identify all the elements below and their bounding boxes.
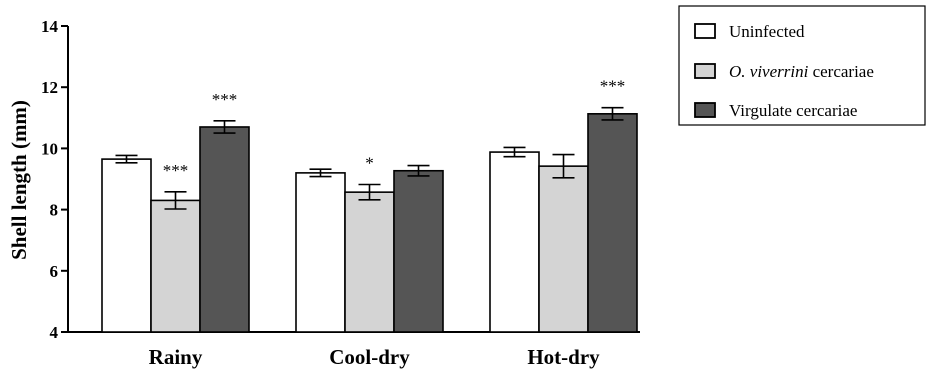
legend-label: Virgulate cercariae [729,101,857,120]
y-tick-label: 14 [41,17,59,36]
legend-label-text: cercariae [808,62,874,81]
bar [295,172,346,333]
legend-box [678,5,926,126]
significance-label: *** [163,161,189,180]
bar [344,191,395,333]
y-tick-label: 10 [41,139,58,158]
x-category-label: Hot-dry [527,345,600,369]
y-tick-label: 8 [50,201,59,220]
bar [587,113,638,333]
x-category-label: Cool-dry [329,345,410,369]
legend-swatch [694,23,716,39]
legend-label: Uninfected [729,22,805,41]
legend-label-text: Uninfected [729,22,805,41]
legend-swatch [694,102,716,118]
y-tick-label: 4 [50,323,59,342]
bar [150,199,201,333]
significance-label: *** [600,77,626,96]
legend-swatch [694,63,716,79]
bar [101,158,152,333]
significance-label: * [365,154,374,173]
y-axis-title: Shell length (mm) [7,100,31,260]
bar [538,165,589,333]
legend-label-text: Virgulate cercariae [729,101,857,120]
bar [393,169,444,333]
legend: Uninfected O. viverrini cercariae Virgulat… [678,5,926,126]
x-category-label: Rainy [149,345,203,369]
legend-label-italic: O. viverrini [729,62,809,81]
legend-label: O. viverrini cercariae [729,62,874,81]
bar [199,126,250,333]
y-tick-label: 12 [41,78,58,97]
bar [489,151,540,333]
y-tick-label: 6 [50,262,59,281]
significance-label: *** [212,90,238,109]
bars: Rainy Cool-dry Hot-dry*** ******* [101,77,638,369]
